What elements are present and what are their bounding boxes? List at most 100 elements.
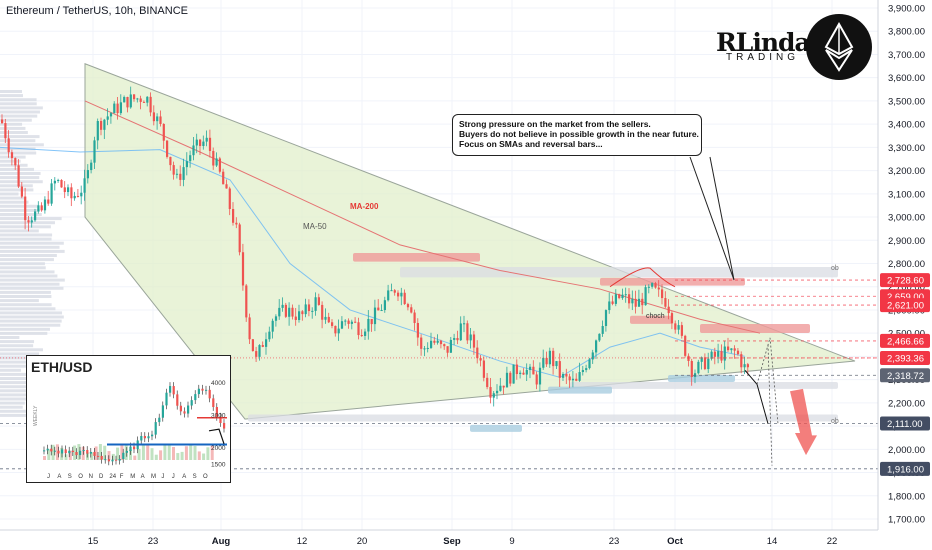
- candle: [288, 307, 291, 317]
- candle: [403, 292, 406, 305]
- volume-profile: [0, 90, 65, 417]
- candle: [373, 307, 377, 325]
- y-tick-label: 1,800.00: [888, 491, 925, 502]
- inset-volume-bar: [94, 446, 98, 460]
- candle: [67, 187, 70, 193]
- candle: [562, 374, 565, 378]
- inset-candle: [89, 451, 92, 454]
- zone-red: [630, 315, 672, 324]
- candle: [53, 180, 56, 184]
- candle: [703, 357, 707, 370]
- candle: [700, 357, 703, 362]
- candle: [453, 338, 456, 340]
- candle: [70, 187, 73, 199]
- inset-volume-bar: [120, 444, 124, 460]
- candle: [637, 298, 641, 307]
- candle: [123, 97, 126, 103]
- candle: [241, 252, 245, 286]
- inset-candle: [61, 449, 64, 454]
- weekly-inset-chart: ETH/USD 4000 3000 2000 1500 J A S O N D 24 F M A M J J A S…: [26, 355, 231, 483]
- candle: [93, 140, 96, 163]
- x-tick-label: 22: [827, 536, 838, 547]
- candle: [14, 158, 17, 166]
- inset-candle: [129, 446, 132, 452]
- candle: [611, 301, 614, 304]
- candle: [426, 347, 429, 349]
- inset-candle: [147, 436, 150, 439]
- candle: [215, 158, 218, 166]
- candle: [321, 304, 324, 320]
- candle: [522, 372, 525, 375]
- candle: [166, 140, 169, 157]
- candle: [367, 318, 370, 332]
- inset-candle: [169, 386, 172, 393]
- ob-label: ob: [831, 265, 839, 272]
- candle: [258, 345, 261, 357]
- candle: [489, 387, 492, 398]
- candle: [456, 338, 459, 341]
- candle: [294, 316, 297, 320]
- candle: [119, 102, 122, 114]
- ma-50-line: [0, 146, 746, 378]
- inset-candle: [194, 394, 197, 401]
- y-tick-label: 3,300.00: [888, 143, 925, 154]
- inset-candle: [46, 448, 49, 451]
- inset-volume-bar: [180, 451, 184, 460]
- candle: [604, 310, 608, 327]
- candle: [331, 322, 334, 326]
- y-tick-label: 2,800.00: [888, 259, 925, 270]
- candle: [37, 205, 40, 212]
- candle: [357, 322, 360, 336]
- price-axis: 3,900.00 3,800.00 3,700.00 3,600.00 3,500.00…: [877, 0, 930, 530]
- inset-volume-bar: [197, 451, 201, 460]
- candle: [109, 113, 113, 117]
- candle: [139, 98, 142, 102]
- candle: [575, 378, 578, 381]
- zone-blue: [548, 386, 612, 394]
- ma-50-label: MA-50: [303, 222, 327, 231]
- y-tick-label: 3,100.00: [888, 189, 925, 200]
- inset-volume-bar: [202, 453, 206, 460]
- candle: [103, 119, 106, 130]
- inset-candle: [93, 451, 96, 456]
- candle: [354, 321, 357, 323]
- candle: [199, 139, 202, 147]
- candle: [40, 205, 43, 211]
- candle: [334, 325, 337, 334]
- candle: [377, 307, 380, 311]
- candle: [317, 297, 320, 305]
- candle: [509, 372, 512, 384]
- x-tick-label: 15: [88, 536, 99, 547]
- inset-candle: [205, 389, 208, 391]
- inset-x-tick: J: [161, 474, 164, 480]
- candle: [416, 322, 419, 338]
- ob-label: ob: [831, 418, 839, 425]
- forecast-path-dashed: [756, 337, 779, 424]
- candle: [83, 178, 86, 193]
- candle: [225, 184, 228, 189]
- candle: [7, 138, 10, 153]
- inset-volume-bar: [51, 444, 55, 460]
- brand-logo: RLinda TRADING: [716, 28, 811, 63]
- candle: [4, 123, 7, 139]
- inset-x-tick: A: [141, 474, 145, 480]
- inset-volume-bar: [141, 444, 145, 460]
- candle: [736, 350, 740, 355]
- price-tag: [880, 298, 930, 313]
- candle: [142, 101, 146, 103]
- candle: [595, 340, 598, 353]
- candle: [179, 173, 182, 180]
- candle: [512, 364, 515, 384]
- inset-volume-bar: [189, 444, 193, 460]
- y-tick-label: 3,900.00: [888, 4, 925, 15]
- candle: [370, 318, 373, 325]
- candle: [271, 320, 274, 332]
- price-tag-label: 2,393.36: [887, 353, 924, 364]
- candle: [565, 374, 568, 377]
- inset-candle: [143, 435, 146, 439]
- inset-candle: [71, 450, 74, 453]
- candle: [525, 369, 528, 375]
- candle: [628, 294, 631, 304]
- candle: [20, 186, 23, 197]
